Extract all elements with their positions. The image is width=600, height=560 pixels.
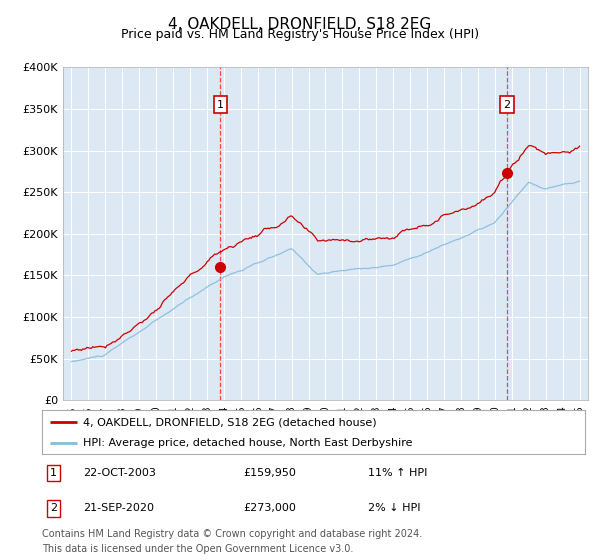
Text: 2: 2	[50, 503, 57, 514]
Text: 22-OCT-2003: 22-OCT-2003	[83, 468, 155, 478]
Text: £159,950: £159,950	[243, 468, 296, 478]
Text: Price paid vs. HM Land Registry's House Price Index (HPI): Price paid vs. HM Land Registry's House …	[121, 28, 479, 41]
Text: 21-SEP-2020: 21-SEP-2020	[83, 503, 154, 514]
Text: 4, OAKDELL, DRONFIELD, S18 2EG (detached house): 4, OAKDELL, DRONFIELD, S18 2EG (detached…	[83, 417, 376, 427]
Text: £273,000: £273,000	[243, 503, 296, 514]
Text: 2: 2	[503, 100, 511, 110]
Text: 2% ↓ HPI: 2% ↓ HPI	[368, 503, 420, 514]
Text: 1: 1	[217, 100, 224, 110]
Text: Contains HM Land Registry data © Crown copyright and database right 2024.
This d: Contains HM Land Registry data © Crown c…	[42, 529, 422, 554]
Text: HPI: Average price, detached house, North East Derbyshire: HPI: Average price, detached house, Nort…	[83, 438, 412, 447]
Text: 11% ↑ HPI: 11% ↑ HPI	[368, 468, 427, 478]
Text: 1: 1	[50, 468, 57, 478]
Text: 4, OAKDELL, DRONFIELD, S18 2EG: 4, OAKDELL, DRONFIELD, S18 2EG	[169, 17, 431, 32]
